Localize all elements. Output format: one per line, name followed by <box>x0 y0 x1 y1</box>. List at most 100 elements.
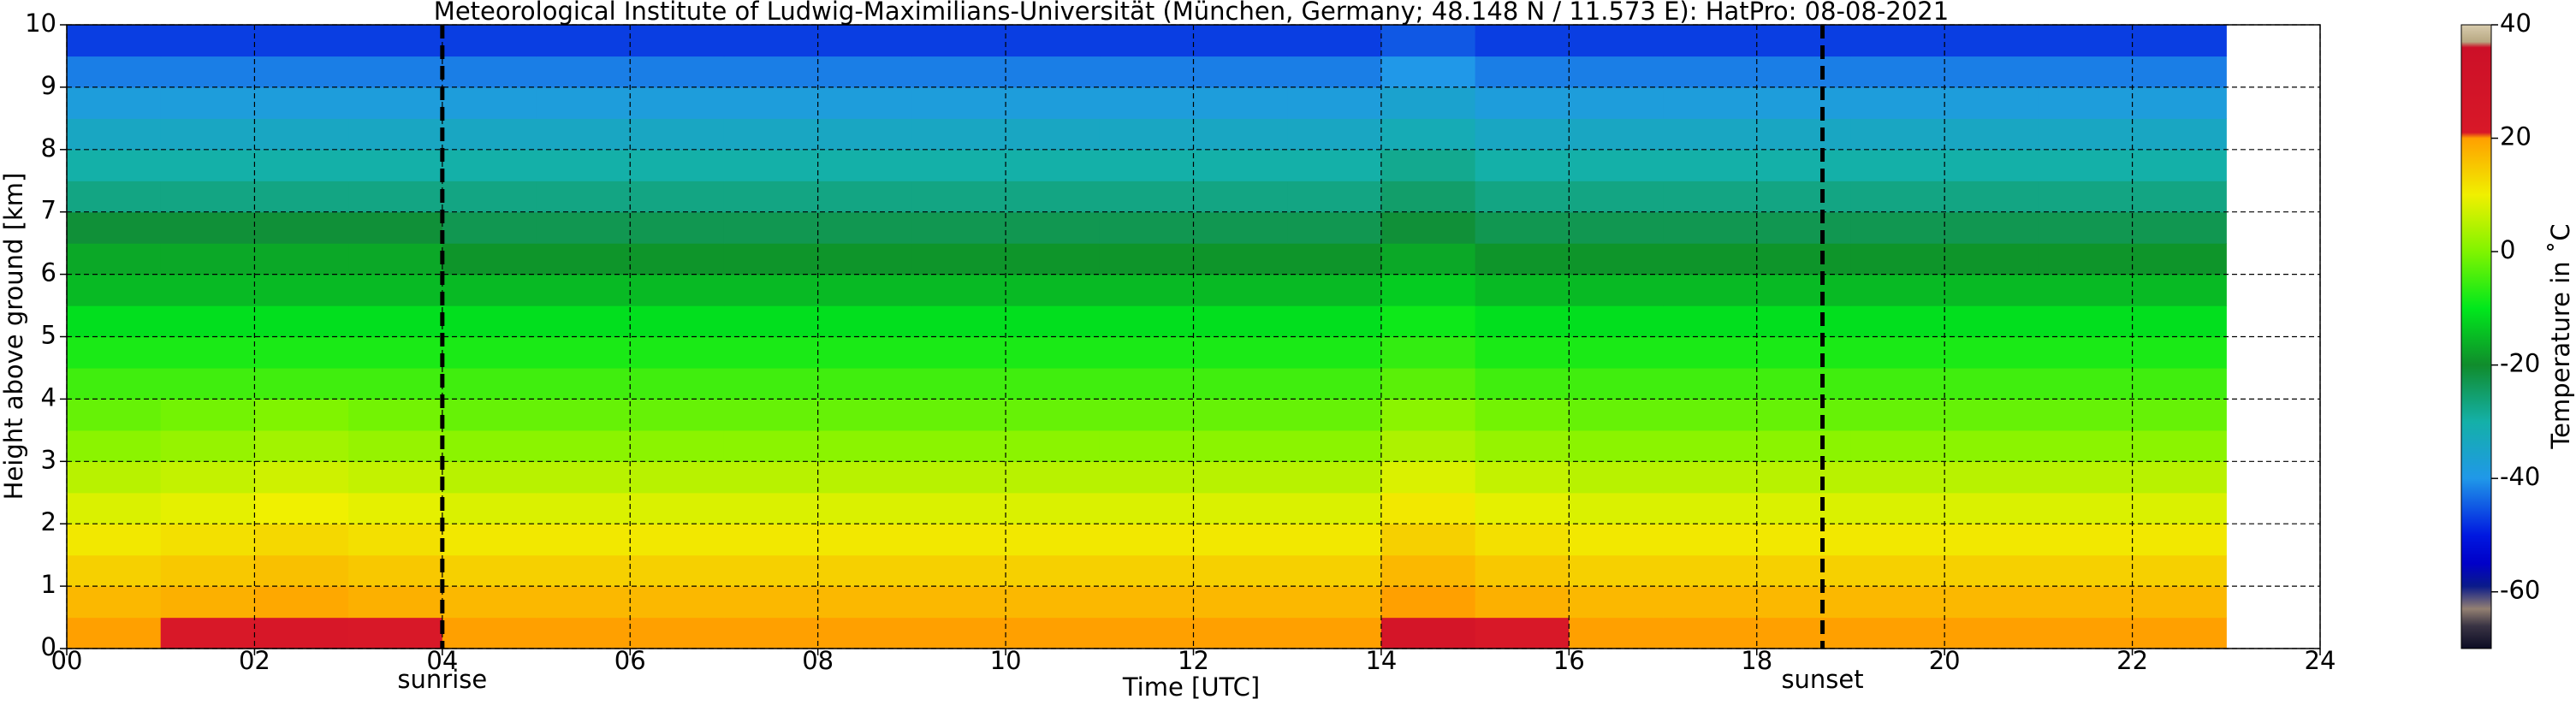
heat-cell <box>536 367 631 400</box>
heat-cell <box>1756 181 1852 213</box>
heat-cell <box>817 118 912 151</box>
x-tick-label: 22 <box>2116 646 2148 675</box>
heat-cell <box>723 336 819 369</box>
heat-cell <box>1850 554 1945 587</box>
heat-cell <box>1380 524 1476 556</box>
heat-cell <box>254 118 349 151</box>
heat-cell <box>1099 25 1195 57</box>
heat-cell <box>160 118 256 151</box>
heat-cell <box>817 461 912 494</box>
heat-cell <box>1944 274 2039 306</box>
heat-cell <box>2038 554 2134 587</box>
heat-cell <box>536 305 631 338</box>
heat-cell <box>160 211 256 244</box>
heat-cell <box>1663 367 1758 400</box>
y-tick-label: 10 <box>25 9 56 38</box>
heat-cell <box>911 399 1006 431</box>
heat-cell <box>1944 181 2039 213</box>
heat-cell <box>2132 305 2227 338</box>
heat-cell <box>442 274 537 306</box>
heat-cell <box>1287 181 1382 213</box>
heat-cell <box>1287 492 1382 524</box>
heat-cell <box>1663 554 1758 587</box>
heat-cell <box>1475 617 1570 649</box>
heat-cell <box>1099 336 1195 369</box>
heat-cell <box>2132 367 2227 400</box>
heat-cell <box>630 461 725 494</box>
heat-cell <box>723 430 819 462</box>
heat-cell <box>442 118 537 151</box>
heat-cell <box>630 86 725 119</box>
heat-cell <box>160 305 256 338</box>
heat-cell <box>1569 243 1664 275</box>
heat-cell <box>1006 586 1101 619</box>
heat-cell <box>1193 617 1288 649</box>
heat-cell <box>254 399 349 431</box>
heat-cell <box>67 243 162 275</box>
heat-cell <box>536 149 631 181</box>
heat-cell <box>1944 554 2039 587</box>
heat-cell <box>2132 524 2227 556</box>
heat-cell <box>348 211 443 244</box>
x-axis-label: Time [UTC] <box>1122 672 1260 702</box>
heat-cell <box>1850 305 1945 338</box>
heat-cell <box>1569 149 1664 181</box>
heat-cell <box>1287 274 1382 306</box>
heat-cell <box>1850 243 1945 275</box>
heat-cell <box>1287 461 1382 494</box>
heat-cell <box>1663 430 1758 462</box>
heat-cell <box>1569 554 1664 587</box>
heat-cell <box>630 617 725 649</box>
heat-cell <box>1380 461 1476 494</box>
heat-cell <box>160 492 256 524</box>
heat-cell <box>723 461 819 494</box>
heat-cell <box>1193 461 1288 494</box>
heat-cell <box>1193 492 1288 524</box>
heat-cell <box>1380 56 1476 88</box>
heat-cell <box>1006 25 1101 57</box>
heat-cell <box>1475 181 1570 213</box>
heat-cell <box>723 586 819 619</box>
heat-cell <box>348 524 443 556</box>
heat-cell <box>911 430 1006 462</box>
heat-cell <box>1099 617 1195 649</box>
heat-cell <box>348 149 443 181</box>
event-label: sunrise <box>397 665 487 694</box>
heat-cell <box>1099 554 1195 587</box>
heat-cell <box>1569 461 1664 494</box>
heat-cell <box>817 86 912 119</box>
heat-cell <box>911 181 1006 213</box>
heat-cell <box>1756 586 1852 619</box>
colorbar-tick-label: -60 <box>2500 576 2540 605</box>
heat-cell <box>1850 399 1945 431</box>
heat-cell <box>67 367 162 400</box>
heat-cell <box>1569 524 1664 556</box>
heat-cell <box>254 56 349 88</box>
heat-cell <box>442 367 537 400</box>
heat-cell <box>1475 305 1570 338</box>
heat-cell <box>442 586 537 619</box>
heat-cell <box>1944 399 2039 431</box>
heat-cell <box>348 554 443 587</box>
heat-cell <box>1850 274 1945 306</box>
heat-cell <box>1006 336 1101 369</box>
heat-cell <box>67 274 162 306</box>
heat-cell <box>2038 399 2134 431</box>
heat-cell <box>2132 554 2227 587</box>
heat-cell <box>1193 430 1288 462</box>
heat-cell <box>1006 399 1101 431</box>
heat-cell <box>630 149 725 181</box>
heat-cell <box>1850 211 1945 244</box>
heat-cell <box>1099 56 1195 88</box>
heat-cell <box>536 617 631 649</box>
heat-cell <box>67 149 162 181</box>
heat-cell <box>1569 211 1664 244</box>
heat-cell <box>254 617 349 649</box>
heat-cell <box>723 554 819 587</box>
heat-cell <box>630 554 725 587</box>
heat-cell <box>1287 524 1382 556</box>
heat-cell <box>1475 586 1570 619</box>
heat-cell <box>2038 617 2134 649</box>
heat-cell <box>630 492 725 524</box>
heat-cell <box>1850 149 1945 181</box>
